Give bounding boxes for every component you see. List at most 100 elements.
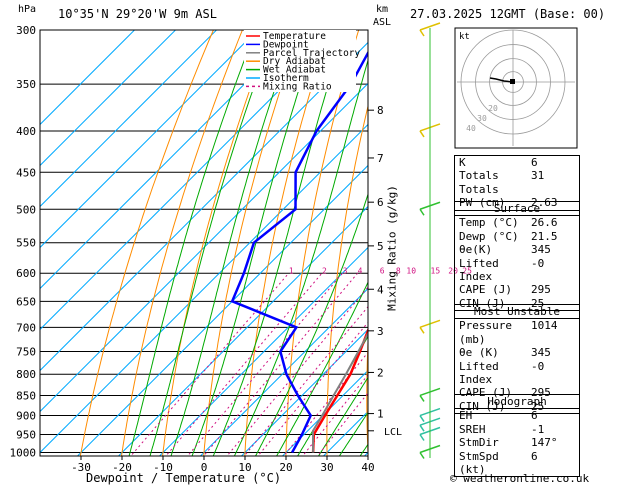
stat-row: Lifted Index -0 <box>455 257 579 284</box>
temp-tick-label: 0 <box>201 461 208 474</box>
mixing-ratio-label: 15 <box>431 266 441 275</box>
temp-tick-label: -30 <box>71 461 91 474</box>
surface-box: Surface Temp (°C) 26.6 Dewp (°C) 21.5 θe(K) 3… <box>454 201 580 312</box>
stat-value: 31 <box>531 169 545 183</box>
isotherm-line <box>158 246 368 456</box>
mixing-ratio-label: 4 <box>358 266 363 275</box>
stat-row: StmDir 147° <box>455 436 579 449</box>
wet-adiabat <box>317 376 368 456</box>
stat-row: SREH -1 <box>455 423 579 436</box>
stat-label: CIN (J) <box>459 296 506 310</box>
stat-label: CIN (J) <box>459 399 506 413</box>
y-axis-label-right: Mixing Ratio (g/kg) <box>385 185 399 311</box>
km-tick-label: 3 <box>377 325 384 338</box>
series-dewpoint <box>230 50 368 454</box>
mixing-ratio-line <box>301 374 368 456</box>
wind-barb-flag <box>419 395 425 402</box>
wet-adiabat <box>170 30 296 456</box>
stat-row: θe(K) 345 <box>455 243 579 256</box>
dry-adiabat <box>285 30 360 456</box>
pressure-tick-label: 300 <box>16 24 36 37</box>
stat-value: 295 <box>531 283 551 297</box>
most-unstable-box: Most Unstable Pressure (mb) 1014 θe (K) 345… <box>454 304 580 415</box>
legend-background <box>244 30 356 92</box>
stat-label: Dewp (°C) <box>459 229 519 243</box>
isotherm-line <box>40 30 177 167</box>
x-axis-label: Dewpoint / Temperature (°C) <box>86 471 282 485</box>
mixing-ratio-line <box>202 272 358 456</box>
mixing-ratio-label: 1 <box>289 266 294 275</box>
wind-barb-flag <box>419 326 425 334</box>
wind-barb-flag <box>419 434 425 441</box>
legend-entry: Wet Adiabat <box>263 65 326 76</box>
stat-row: CAPE (J) 295 <box>455 386 579 399</box>
wind-barb-flag <box>419 29 425 37</box>
stat-label: StmSpd (kt) <box>459 449 499 477</box>
mixing-ratio-label: 20 <box>448 266 458 275</box>
wind-barb-flag <box>419 424 425 432</box>
wet-adiabat <box>338 411 368 456</box>
stat-label: EH <box>459 409 473 423</box>
isotherm-line <box>240 328 368 456</box>
wind-barb-flag <box>419 130 425 138</box>
legend-entry: Dry Adiabat <box>263 56 326 67</box>
dry-adiabat <box>326 103 368 456</box>
stat-row: θe (K) 345 <box>455 346 579 359</box>
stat-row: CIN (J) 25 <box>455 297 579 310</box>
pressure-tick-label: 500 <box>16 203 36 216</box>
location-title: 10°35'N 29°20'W 9m ASL <box>58 7 217 21</box>
stat-value: 6 <box>531 156 538 169</box>
stat-label: Pressure (mb) <box>459 319 512 346</box>
mixing-ratio-line <box>165 272 323 456</box>
stat-value: -1 <box>531 422 545 436</box>
wind-barbs <box>419 22 441 459</box>
mixing-ratio-label: 2 <box>322 266 327 275</box>
stat-value: 25 <box>531 399 545 413</box>
legend-entry: Temperature <box>263 31 326 42</box>
stat-value: 295 <box>531 386 551 400</box>
stat-row: Totals Totals 31 <box>455 169 579 196</box>
dry-adiabat <box>203 30 302 456</box>
legend-entry: Parcel Trajectory <box>263 48 361 59</box>
temp-tick-label: 20 <box>279 461 292 474</box>
axes: 1 2 3 4 6 8 10 15 20 2530035040045050055060065070… <box>10 24 473 474</box>
datetime-title: 27.03.2025 12GMT (Base: 00) <box>410 7 606 21</box>
stat-label: θe (K) <box>459 346 499 360</box>
stat-label: Lifted Index <box>459 256 499 284</box>
km-tick-label: 6 <box>377 196 384 209</box>
km-tick-label: 1 <box>377 408 384 421</box>
stat-label: StmDir <box>459 436 499 450</box>
hodograph-ring-label: 40 <box>466 124 476 133</box>
stat-label: K <box>459 156 466 169</box>
hpa-label: hPa <box>18 4 37 15</box>
km-tick-label: 2 <box>377 366 384 379</box>
stat-value: 345 <box>531 243 551 257</box>
stat-label: Lifted Index <box>459 359 499 387</box>
isotherm-line <box>76 164 368 456</box>
hodograph-unit-label: kt <box>459 32 470 42</box>
mixing-ratio-label: 6 <box>380 266 385 275</box>
wet-adiabat <box>254 192 368 456</box>
km-tick-label: 4 <box>377 283 384 296</box>
stat-value: 6 <box>531 409 538 423</box>
stat-value: 26.6 <box>531 216 558 230</box>
mixing-ratio-label: 25 <box>462 266 472 275</box>
dry-adiabat <box>582 6 618 470</box>
stat-label: θe(K) <box>459 243 493 257</box>
stat-value: 2.63 <box>531 196 558 210</box>
hodograph-stats-box: Hodograph EH 6 SREH -1 StmDir 147° StmSpd (kt)… <box>454 394 580 478</box>
isotherm-line <box>40 30 259 249</box>
wet-adiabat <box>149 30 276 456</box>
stat-label: CAPE (J) <box>459 386 512 400</box>
km-label: km <box>376 4 389 15</box>
stat-row: StmSpd (kt) 6 <box>455 450 579 477</box>
stat-row: Temp (°C) 26.6 <box>455 215 579 229</box>
km-tick-label: 7 <box>377 152 384 165</box>
stat-row: Pressure (mb) 1014 <box>455 318 579 346</box>
pressure-tick-label: 350 <box>16 78 36 91</box>
isotherm-line <box>40 82 368 413</box>
dry-adiabat <box>405 6 451 470</box>
mixing-ratio-line <box>243 305 368 456</box>
wind-barb-shaft <box>419 22 441 31</box>
